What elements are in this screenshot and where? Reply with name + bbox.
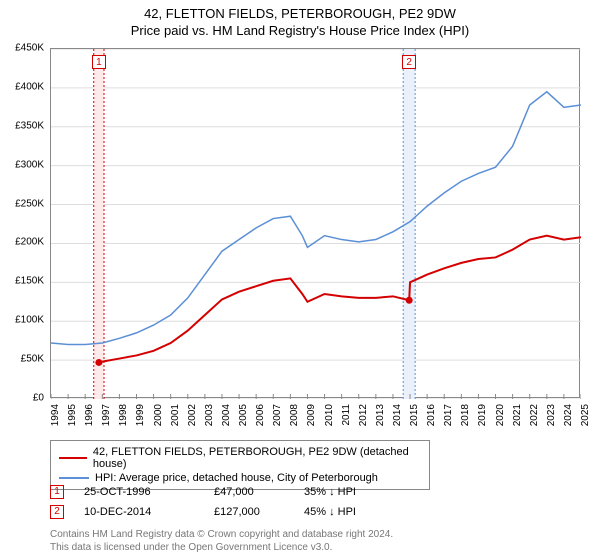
x-tick-label: 2001 xyxy=(170,404,181,426)
y-axis-labels: £0£50K£100K£150K£200K£250K£300K£350K£400… xyxy=(0,48,48,398)
x-tick-label: 2006 xyxy=(255,404,266,426)
footer-line1: Contains HM Land Registry data © Crown c… xyxy=(50,528,393,541)
x-tick-label: 2018 xyxy=(460,404,471,426)
legend-item: 42, FLETTON FIELDS, PETERBOROUGH, PE2 9D… xyxy=(59,445,421,471)
y-tick-label: £450K xyxy=(15,43,44,54)
x-tick-label: 2010 xyxy=(324,404,335,426)
sale-price: £47,000 xyxy=(214,486,284,498)
sales-table: 1 25-OCT-1996 £47,000 35% ↓ HPI 2 10-DEC-2014… xyxy=(50,482,530,522)
x-tick-label: 1994 xyxy=(50,404,61,426)
y-tick-label: £400K xyxy=(15,81,44,92)
x-tick-label: 2017 xyxy=(443,404,454,426)
x-tick-label: 2024 xyxy=(563,404,574,426)
y-tick-label: £0 xyxy=(33,393,44,404)
x-tick-label: 2019 xyxy=(477,404,488,426)
x-tick-label: 2014 xyxy=(392,404,403,426)
x-tick-label: 1996 xyxy=(84,404,95,426)
footer-attribution: Contains HM Land Registry data © Crown c… xyxy=(50,528,393,554)
x-tick-label: 2012 xyxy=(358,404,369,426)
sale-marker-2: 2 xyxy=(402,55,416,69)
sale-date: 10-DEC-2014 xyxy=(84,506,194,518)
footer-line2: This data is licensed under the Open Gov… xyxy=(50,541,393,554)
sale-marker-1: 1 xyxy=(92,55,106,69)
plot-region: 12 xyxy=(50,48,580,398)
x-tick-label: 2025 xyxy=(580,404,591,426)
x-tick-label: 2008 xyxy=(289,404,300,426)
chart-title: 42, FLETTON FIELDS, PETERBOROUGH, PE2 9D… xyxy=(0,6,600,21)
x-tick-label: 2000 xyxy=(153,404,164,426)
y-tick-label: £250K xyxy=(15,198,44,209)
sale-date: 25-OCT-1996 xyxy=(84,486,194,498)
sale-row: 1 25-OCT-1996 £47,000 35% ↓ HPI xyxy=(50,482,530,502)
sale-diff: 45% ↓ HPI xyxy=(304,506,404,518)
y-tick-label: £350K xyxy=(15,120,44,131)
y-tick-label: £200K xyxy=(15,237,44,248)
x-tick-label: 1999 xyxy=(135,404,146,426)
x-tick-label: 1995 xyxy=(67,404,78,426)
legend-label: 42, FLETTON FIELDS, PETERBOROUGH, PE2 9D… xyxy=(93,446,421,470)
x-tick-label: 2020 xyxy=(495,404,506,426)
x-tick-label: 2023 xyxy=(546,404,557,426)
x-tick-label: 2007 xyxy=(272,404,283,426)
chart-subtitle: Price paid vs. HM Land Registry's House … xyxy=(0,23,600,38)
x-tick-label: 2021 xyxy=(512,404,523,426)
y-tick-label: £50K xyxy=(21,354,44,365)
sale-price: £127,000 xyxy=(214,506,284,518)
sale-diff: 35% ↓ HPI xyxy=(304,486,404,498)
legend-swatch xyxy=(59,477,89,479)
x-tick-label: 2005 xyxy=(238,404,249,426)
x-tick-label: 2011 xyxy=(341,404,352,426)
x-tick-label: 2015 xyxy=(409,404,420,426)
sale-row: 2 10-DEC-2014 £127,000 45% ↓ HPI xyxy=(50,502,530,522)
x-tick-label: 2022 xyxy=(529,404,540,426)
x-tick-label: 1998 xyxy=(118,404,129,426)
x-tick-label: 2002 xyxy=(187,404,198,426)
y-tick-label: £300K xyxy=(15,159,44,170)
y-tick-label: £150K xyxy=(15,276,44,287)
y-tick-label: £100K xyxy=(15,315,44,326)
chart-area: 12 xyxy=(50,48,580,398)
x-tick-label: 2003 xyxy=(204,404,215,426)
x-tick-label: 2013 xyxy=(375,404,386,426)
x-axis-labels: 1994 1995 1996 1997 1998 1999 2000 2001 2002 2003… xyxy=(50,400,580,440)
legend-swatch xyxy=(59,457,87,459)
sale-marker-icon: 1 xyxy=(50,485,64,499)
x-tick-label: 2016 xyxy=(426,404,437,426)
x-tick-label: 2009 xyxy=(306,404,317,426)
x-tick-label: 1997 xyxy=(101,404,112,426)
plot-svg xyxy=(51,49,581,399)
x-tick-label: 2004 xyxy=(221,404,232,426)
sale-marker-icon: 2 xyxy=(50,505,64,519)
